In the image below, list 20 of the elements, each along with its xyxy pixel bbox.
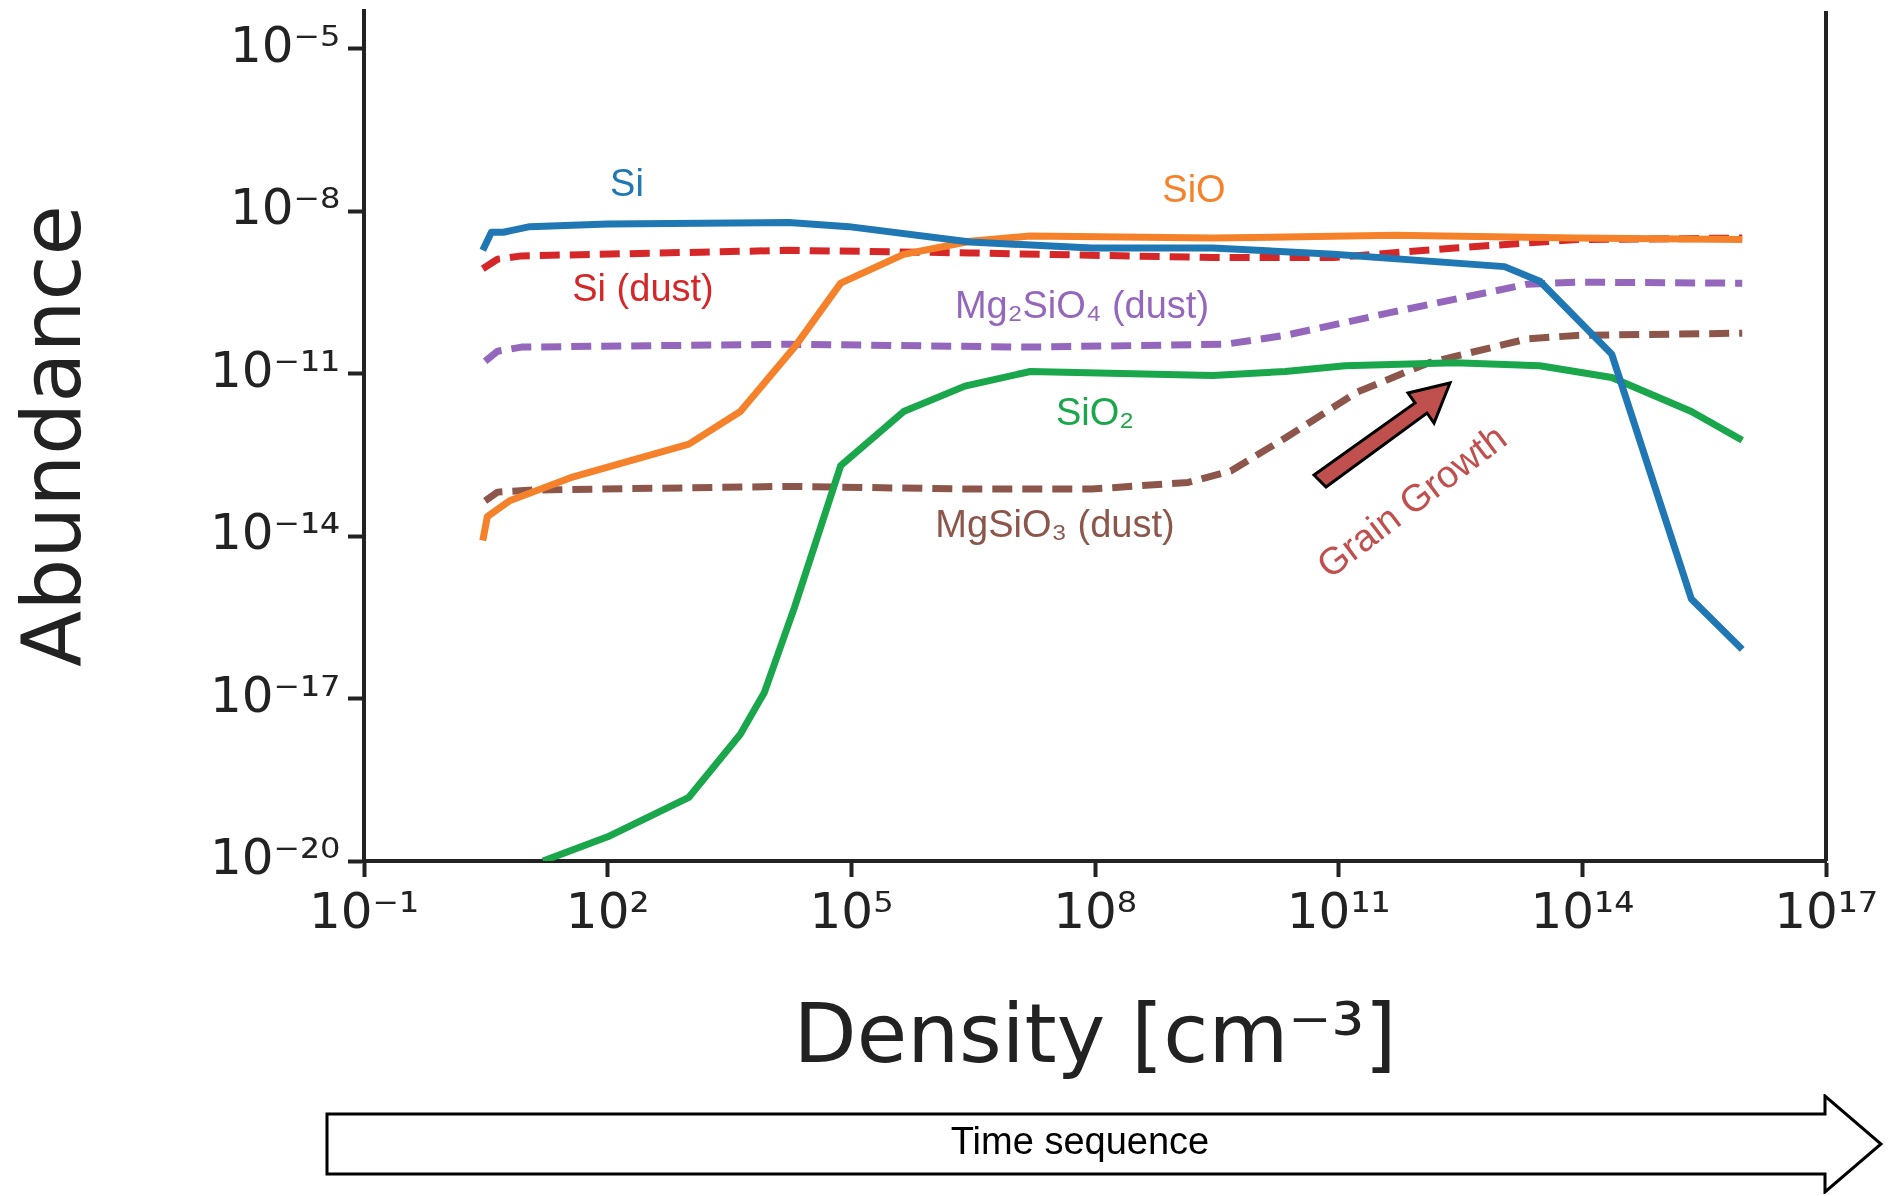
x-tick-label: 10¹⁷	[1774, 881, 1878, 940]
series-label: Si	[610, 162, 644, 205]
x-tick-label: 10¹¹	[1286, 881, 1391, 940]
series-label: Mg₂SiO₄ (dust)	[954, 284, 1210, 327]
x-tick-label: 10¹⁴	[1530, 881, 1635, 940]
y-tick-label: 10⁻⁵	[229, 15, 340, 74]
series-label: Si (dust)	[572, 267, 714, 310]
series-label: SiO	[1162, 168, 1226, 211]
x-tick-label: 10⁸	[1053, 881, 1137, 940]
text: Time sequence	[949, 1120, 1211, 1163]
series-label: MgSiO₃ (dust)	[935, 503, 1175, 546]
x-tick-label: 10⁵	[809, 881, 894, 940]
x-axis-title: Density [cm⁻³]	[793, 986, 1397, 1082]
x-tick-label: 10²	[565, 881, 650, 940]
y-tick-label: 10⁻¹⁷	[209, 665, 340, 724]
y-tick-label: 10⁻⁸	[229, 178, 340, 237]
y-axis-title: Abundance	[4, 205, 100, 667]
y-tick-label: 10⁻¹¹	[209, 340, 340, 399]
y-tick-label: 10⁻¹⁴	[209, 503, 340, 562]
series-label: SiO₂	[1055, 391, 1135, 434]
